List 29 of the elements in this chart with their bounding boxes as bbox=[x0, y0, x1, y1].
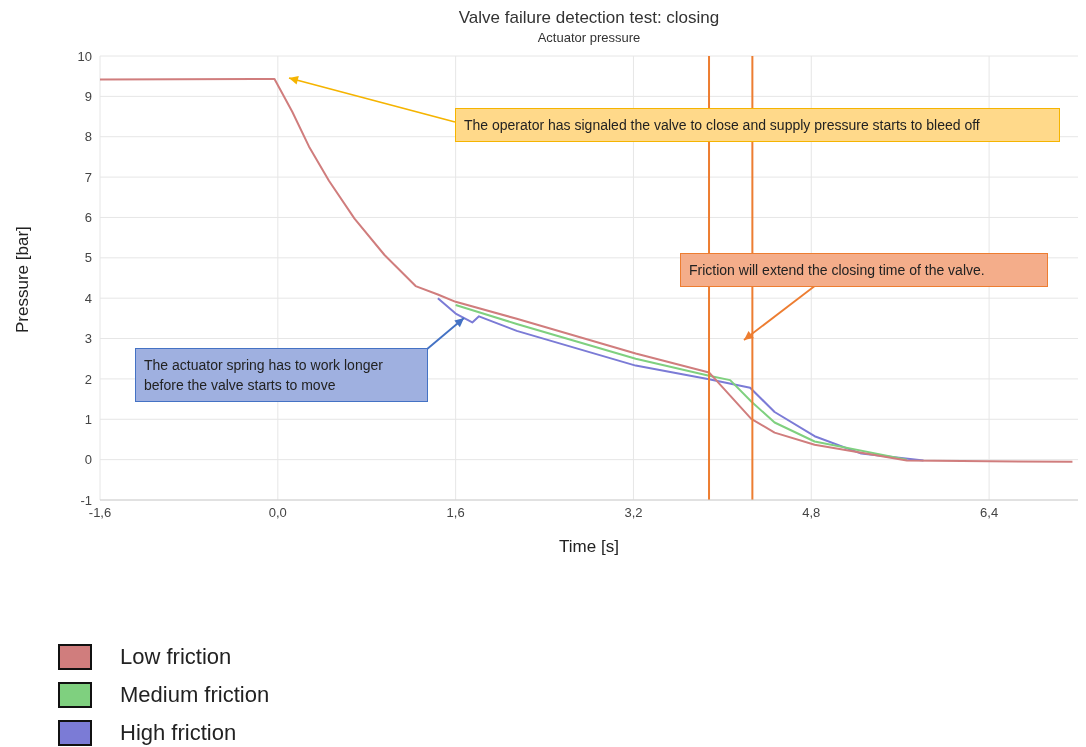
chart-title: Valve failure detection test: closing bbox=[457, 8, 721, 28]
y-tick-label: 0 bbox=[84, 452, 92, 468]
note-box: The operator has signaled the valve to close and supply pressure starts to bleed off bbox=[455, 108, 1060, 142]
y-tick-label: 10 bbox=[77, 48, 92, 64]
note-box: The actuator spring has to work longer before the valve starts to move bbox=[135, 348, 428, 402]
x-tick-label: 6,4 bbox=[980, 505, 999, 521]
y-tick-label: 2 bbox=[84, 371, 92, 387]
legend-label: Medium friction bbox=[120, 682, 270, 708]
y-tick-label: 9 bbox=[84, 88, 92, 104]
y-axis-title: Pressure [bar] bbox=[13, 226, 33, 333]
y-tick-label: 5 bbox=[84, 250, 92, 266]
x-tick-label: 4,8 bbox=[802, 505, 821, 521]
legend-label: Low friction bbox=[120, 644, 232, 670]
y-tick-label: -1 bbox=[80, 492, 92, 508]
y-tick-label: 3 bbox=[84, 331, 92, 347]
legend-label: High friction bbox=[120, 720, 237, 746]
y-tick-label: 4 bbox=[84, 290, 92, 306]
chart-subtitle: Actuator pressure bbox=[536, 30, 642, 45]
y-tick-label: 7 bbox=[84, 169, 92, 185]
x-tick-label: 0,0 bbox=[268, 505, 287, 521]
y-tick-label: 6 bbox=[84, 210, 92, 226]
note-box: Friction will extend the closing time of the valve. bbox=[680, 253, 1048, 287]
x-tick-label: 3,2 bbox=[624, 505, 643, 521]
x-tick-label: -1,6 bbox=[88, 505, 112, 521]
y-tick-label: 1 bbox=[84, 411, 92, 427]
x-tick-label: 1,6 bbox=[446, 505, 465, 521]
line-series bbox=[100, 78, 1074, 463]
y-tick-label: 8 bbox=[84, 129, 92, 145]
x-axis-title: Time [s] bbox=[559, 537, 619, 556]
